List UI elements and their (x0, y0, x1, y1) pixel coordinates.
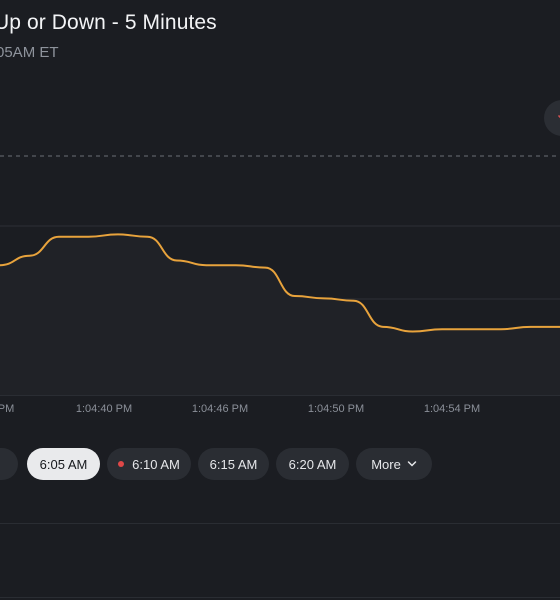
chevron-down-icon (407, 461, 417, 467)
chart-toggle-button[interactable] (544, 100, 560, 136)
x-tick-label: PM (0, 403, 14, 415)
more-label: More (371, 456, 401, 472)
x-tick-label: 1:04:54 PM (424, 403, 480, 415)
price-area (0, 234, 560, 395)
time-chip-label: 6:20 AM (288, 456, 337, 472)
previous-time-chip[interactable] (0, 448, 18, 480)
time-chip-0610[interactable]: 6:10 AM (107, 448, 191, 480)
live-indicator-icon (118, 461, 125, 467)
time-chip-0615[interactable]: 6:15 AM (198, 448, 269, 480)
market-title: Up or Down - 5 Minutes (0, 11, 217, 34)
more-times-button[interactable]: More (356, 448, 432, 480)
time-chip-label: 6:10 AM (132, 456, 180, 472)
time-chip-0620[interactable]: 6:20 AM (276, 448, 349, 480)
time-chip-label: 6:05 AM (39, 456, 88, 472)
x-axis-ticks: PM 1:04:40 PM 1:04:46 PM 1:04:50 PM 1:04:54 … (0, 403, 480, 415)
time-chip-label: 6:15 AM (209, 456, 258, 472)
market-subtitle: 05AM ET (0, 44, 59, 61)
time-chip-0605[interactable]: 6:05 AM (27, 448, 100, 480)
x-tick-label: 1:04:50 PM (308, 403, 364, 415)
time-selector: 6:05 AM 6:10 AM 6:15 AM 6:20 AM More (0, 448, 560, 480)
price-line (0, 233, 560, 333)
x-tick-label: 1:04:46 PM (192, 403, 248, 415)
x-tick-label: 1:04:40 PM (76, 403, 132, 415)
section-divider (0, 523, 560, 524)
section-divider (0, 597, 560, 598)
